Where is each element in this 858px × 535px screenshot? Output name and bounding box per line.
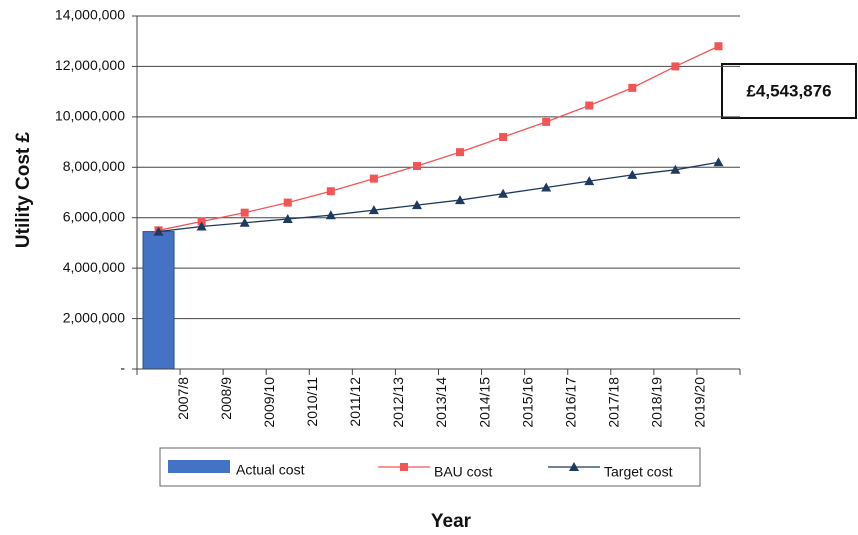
x-tick-label: 2016/17	[562, 377, 578, 428]
legend-swatch	[168, 460, 230, 473]
marker	[584, 176, 595, 186]
y-tick-label: 2,000,000	[63, 309, 125, 325]
x-tick-label: 2008/9	[218, 377, 234, 420]
marker	[283, 198, 292, 207]
marker	[369, 174, 378, 183]
bar	[142, 231, 175, 370]
x-tick-label: 2007/8	[175, 377, 191, 420]
marker	[585, 101, 594, 110]
y-tick-label: 4,000,000	[63, 259, 125, 275]
y-axis-title: Utility Cost £	[13, 132, 34, 249]
marker	[282, 213, 293, 223]
marker	[542, 117, 551, 126]
annotation-box	[721, 63, 857, 119]
marker	[713, 157, 724, 167]
x-tick-label: 2015/16	[519, 377, 535, 428]
y-tick-label: 8,000,000	[63, 158, 125, 174]
x-tick-label: 2017/18	[605, 377, 621, 428]
x-tick-label: 2012/13	[390, 377, 406, 428]
y-tick-label: 14,000,000	[55, 7, 125, 23]
legend-label: BAU cost	[434, 464, 492, 480]
marker	[240, 208, 249, 217]
marker	[368, 205, 379, 215]
marker	[326, 187, 335, 196]
legend-marker	[400, 463, 408, 471]
y-tick-label: 6,000,000	[63, 208, 125, 224]
marker	[541, 182, 552, 192]
marker	[671, 62, 680, 71]
marker	[455, 195, 466, 205]
x-tick-label: 2019/20	[692, 377, 708, 428]
marker	[411, 200, 422, 210]
legend-marker	[569, 462, 579, 471]
marker	[456, 148, 465, 157]
y-tick-label: -	[120, 360, 125, 376]
marker	[714, 42, 723, 51]
x-tick-label: 2011/12	[347, 377, 363, 427]
marker	[239, 217, 250, 227]
x-tick-label: 2013/14	[433, 377, 449, 428]
y-tick-label: 10,000,000	[55, 108, 125, 124]
marker	[499, 133, 508, 142]
x-tick-label: 2018/19	[649, 377, 665, 428]
marker	[627, 169, 638, 179]
marker	[325, 210, 336, 220]
legend-label: Actual cost	[236, 462, 305, 478]
x-tick-label: 2009/10	[261, 377, 277, 428]
x-tick-label: 2014/15	[476, 377, 492, 428]
legend-label: Target cost	[604, 464, 673, 480]
marker	[498, 188, 509, 198]
x-axis-title: Year	[431, 511, 472, 532]
marker	[153, 226, 164, 236]
marker	[196, 221, 207, 231]
marker	[412, 162, 421, 171]
marker	[197, 217, 206, 226]
y-tick-label: 12,000,000	[55, 57, 125, 73]
marker	[628, 83, 637, 92]
line	[158, 45, 719, 231]
line	[158, 161, 719, 233]
x-tick-label: 2010/11	[304, 377, 320, 427]
marker	[670, 164, 681, 174]
annotation: £4,543,876	[746, 81, 831, 100]
